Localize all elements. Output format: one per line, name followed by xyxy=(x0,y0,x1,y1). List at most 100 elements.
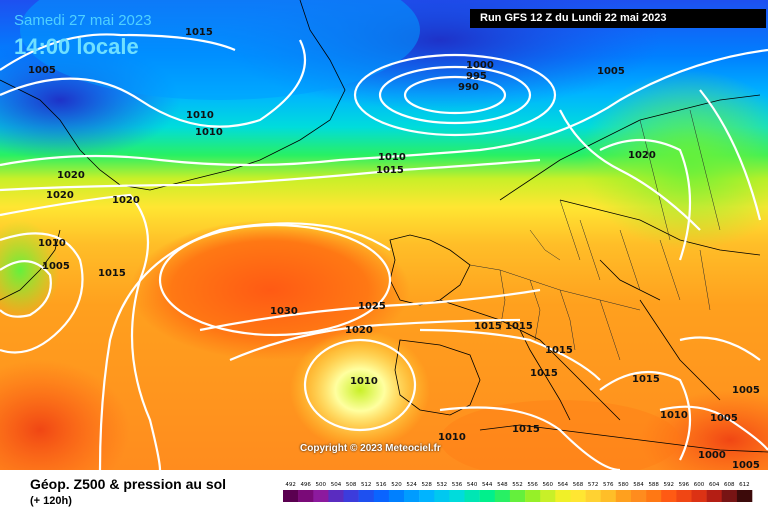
isobar-label: 1000 xyxy=(466,60,494,71)
isobar-label: 1005 xyxy=(710,413,738,424)
scale-value-label: 596 xyxy=(679,482,690,488)
isobar-label: 1015 xyxy=(530,368,558,379)
north-africa-field xyxy=(440,400,680,470)
isobar-label: 1005 xyxy=(42,261,70,272)
isobars xyxy=(0,33,768,470)
isobar-labels: 1015 1005 1010 1010 1000 995 990 1005 10… xyxy=(28,27,760,470)
isobar-label: 1030 xyxy=(270,306,298,317)
scale-swatch xyxy=(328,490,344,502)
scale-value-label: 572 xyxy=(588,482,599,488)
scale-swatch xyxy=(525,490,541,502)
scale-swatch xyxy=(298,490,314,502)
scale-swatch xyxy=(449,490,465,502)
isobar-label: 1005 xyxy=(732,460,760,470)
scale-swatch xyxy=(283,490,299,502)
isobar-label: 1015 xyxy=(545,345,573,356)
isobar-label: 1010 xyxy=(660,410,688,421)
scale-swatch xyxy=(373,490,390,502)
isobar-label: 1005 xyxy=(597,66,625,77)
scale-value-label: 512 xyxy=(361,482,372,488)
scale-value-label: 540 xyxy=(467,482,478,488)
isobar-label: 1015 xyxy=(505,321,533,332)
isobar-label: 1020 xyxy=(628,150,656,161)
scale-swatch xyxy=(509,490,526,502)
scale-value-label: 556 xyxy=(527,482,538,488)
scale-swatch xyxy=(464,490,480,502)
isobar-label: 1015 xyxy=(185,27,213,38)
scale-value-label: 600 xyxy=(694,482,705,488)
isobar-label: 1010 xyxy=(350,376,378,387)
copyright-notice: Copyright © 2023 Meteociel.fr xyxy=(300,443,441,454)
scale-swatch xyxy=(661,490,677,502)
scale-value-label: 564 xyxy=(558,482,569,488)
isobar-label: 1020 xyxy=(112,195,140,206)
scale-swatch xyxy=(479,490,496,502)
scale-value-label: 500 xyxy=(316,482,327,488)
isobar-label: 1005 xyxy=(28,65,56,76)
forecast-lead-time: (+ 120h) xyxy=(30,495,72,507)
scale-value-label: 588 xyxy=(648,482,659,488)
isobar-label: 1000 xyxy=(698,450,726,461)
scale-value-label: 576 xyxy=(603,482,614,488)
scale-swatch xyxy=(540,490,556,502)
scale-swatch xyxy=(404,490,420,502)
scale-swatch xyxy=(721,490,738,502)
scale-swatch xyxy=(600,490,617,502)
scale-swatch xyxy=(736,490,753,502)
scale-value-label: 548 xyxy=(497,482,508,488)
scale-swatch xyxy=(388,490,405,502)
scale-value-label: 568 xyxy=(573,482,584,488)
scale-value-label: 544 xyxy=(482,482,493,488)
scale-swatch xyxy=(706,490,722,502)
scale-value-label: 492 xyxy=(285,482,296,488)
scale-swatch xyxy=(646,490,662,502)
scale-swatch xyxy=(631,490,647,502)
isobar-label: 1015 xyxy=(474,321,502,332)
scale-swatch xyxy=(570,490,586,502)
scale-swatch xyxy=(585,490,601,502)
scale-value-label: 604 xyxy=(709,482,720,488)
scale-swatch xyxy=(555,490,571,502)
west-red-field xyxy=(0,360,130,470)
isobar-label: 1020 xyxy=(46,190,74,201)
scale-value-label: 584 xyxy=(633,482,644,488)
scale-swatch xyxy=(434,490,450,502)
geopotential-map: 1015 1005 1010 1010 1000 995 990 1005 10… xyxy=(0,0,768,470)
forecast-date: Samedi 27 mai 2023 xyxy=(14,12,152,29)
scale-value-label: 524 xyxy=(406,482,417,488)
isobar-label: 1015 xyxy=(98,268,126,279)
scale-value-label: 508 xyxy=(346,482,357,488)
iberia-yellow-field xyxy=(290,330,430,450)
isobar-label: 1020 xyxy=(57,170,85,181)
isobar-label: 1015 xyxy=(632,374,660,385)
isobar-label: 1015 xyxy=(376,165,404,176)
scale-value-label: 536 xyxy=(452,482,463,488)
isobar-label: 990 xyxy=(458,82,479,93)
model-run-banner: Run GFS 12 Z du Lundi 22 mai 2023 xyxy=(470,9,766,28)
scale-swatch xyxy=(691,490,707,502)
scandinavia-green xyxy=(580,70,768,250)
scale-value-label: 532 xyxy=(437,482,448,488)
color-scale-legend: 492 496 500 504 508 512 516 520 524 528 532 536 540 5… xyxy=(283,482,753,502)
scale-value-label: 496 xyxy=(300,482,311,488)
isobar-label: 1020 xyxy=(345,325,373,336)
scale-swatch xyxy=(313,490,329,502)
scale-value-label: 520 xyxy=(391,482,402,488)
isobar-label: 995 xyxy=(466,71,487,82)
chart-title: Géop. Z500 & pression au sol xyxy=(30,476,227,492)
isobar-label: 1010 xyxy=(195,127,223,138)
scale-value-label: 580 xyxy=(618,482,629,488)
newfoundland-green xyxy=(0,220,60,320)
scale-value-label: 516 xyxy=(376,482,387,488)
country-borders xyxy=(469,109,721,361)
scale-value-label: 592 xyxy=(664,482,675,488)
scale-value-label: 560 xyxy=(543,482,554,488)
isobar-label: 1005 xyxy=(732,385,760,396)
coastlines xyxy=(0,0,768,453)
scale-value-label: 612 xyxy=(739,482,750,488)
scale-swatch xyxy=(615,490,632,502)
scale-value-label: 608 xyxy=(724,482,735,488)
greenland-field xyxy=(20,0,420,100)
isobar-label: 1010 xyxy=(186,110,214,121)
